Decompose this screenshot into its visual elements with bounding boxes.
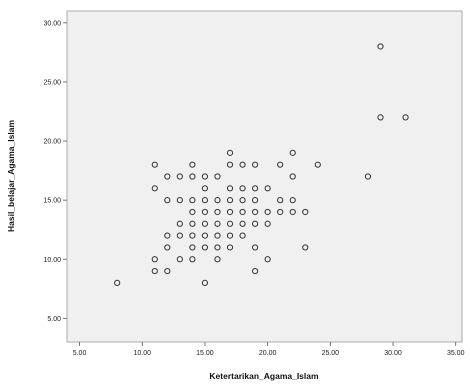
data-point bbox=[176, 173, 183, 180]
data-point bbox=[189, 208, 196, 216]
data-point bbox=[264, 185, 271, 192]
data-point bbox=[239, 161, 246, 168]
data-point bbox=[289, 208, 296, 216]
data-point bbox=[302, 208, 309, 216]
x-tick-label: 5.00 bbox=[73, 350, 87, 357]
data-point bbox=[176, 220, 183, 227]
x-tick-label: 10.00 bbox=[133, 350, 151, 357]
data-point bbox=[201, 208, 209, 216]
data-point bbox=[226, 220, 234, 227]
data-point bbox=[226, 161, 234, 168]
x-tick-label: 35.00 bbox=[447, 350, 465, 357]
data-point bbox=[164, 267, 171, 275]
data-point bbox=[164, 244, 171, 251]
data-point bbox=[277, 197, 284, 204]
data-point bbox=[251, 185, 259, 192]
data-point bbox=[377, 114, 384, 121]
data-point bbox=[201, 185, 209, 192]
data-point bbox=[251, 161, 259, 168]
y-tick-label: 20.00 bbox=[43, 139, 61, 146]
data-point bbox=[226, 244, 234, 251]
data-point bbox=[251, 244, 259, 251]
data-point bbox=[239, 208, 246, 216]
data-point bbox=[164, 197, 171, 204]
data-point bbox=[251, 220, 259, 227]
data-point bbox=[239, 232, 246, 239]
data-point bbox=[214, 208, 221, 216]
data-point bbox=[239, 185, 246, 192]
data-point bbox=[214, 173, 221, 180]
data-point bbox=[226, 185, 234, 192]
data-point bbox=[277, 161, 284, 168]
data-point bbox=[251, 197, 259, 204]
data-point bbox=[176, 232, 183, 239]
data-point bbox=[214, 244, 221, 251]
data-point bbox=[264, 208, 271, 216]
data-point bbox=[289, 173, 296, 180]
data-point bbox=[226, 208, 234, 216]
data-point bbox=[176, 197, 183, 204]
data-point bbox=[189, 173, 196, 180]
points-layer bbox=[114, 43, 409, 286]
data-point bbox=[189, 232, 196, 239]
data-point bbox=[151, 161, 158, 168]
data-point bbox=[189, 161, 196, 168]
data-point bbox=[164, 232, 171, 239]
data-point bbox=[114, 279, 121, 286]
data-point bbox=[214, 220, 221, 227]
plot-area bbox=[66, 10, 463, 343]
axes-layer: 5.00 10.00 15.00 20.00 25.00 30.00 35.00 5.00 10… bbox=[43, 20, 464, 357]
data-point bbox=[226, 197, 234, 204]
data-point bbox=[151, 256, 158, 263]
y-tick-label: 25.00 bbox=[43, 79, 61, 86]
data-point bbox=[251, 267, 259, 275]
data-point bbox=[164, 173, 171, 180]
data-point bbox=[214, 232, 221, 239]
data-point bbox=[151, 267, 158, 275]
data-point bbox=[189, 220, 196, 227]
data-point bbox=[201, 173, 209, 180]
data-point bbox=[226, 149, 234, 156]
data-point bbox=[277, 208, 284, 216]
data-point bbox=[201, 244, 209, 251]
data-point bbox=[289, 197, 296, 204]
data-point bbox=[189, 256, 196, 263]
y-axis-title: Hasil_belajar_Agama_Islam bbox=[6, 120, 16, 232]
data-point bbox=[214, 256, 221, 263]
data-point bbox=[302, 244, 309, 251]
data-point bbox=[377, 43, 384, 50]
x-axis-title: Ketertarikan_Agama_Islam bbox=[209, 371, 319, 381]
x-tick-label: 15.00 bbox=[196, 350, 214, 357]
y-tick-label: 30.00 bbox=[43, 20, 61, 27]
data-point bbox=[201, 232, 209, 239]
y-tick-label: 10.00 bbox=[43, 257, 61, 264]
data-point bbox=[189, 244, 196, 251]
data-point bbox=[239, 197, 246, 204]
data-point bbox=[201, 279, 209, 286]
data-point bbox=[201, 220, 209, 227]
data-point bbox=[226, 232, 234, 239]
data-point bbox=[264, 256, 271, 263]
data-point bbox=[289, 149, 296, 156]
y-tick-label: 15.00 bbox=[43, 198, 61, 205]
data-point bbox=[314, 161, 321, 168]
x-tick-label: 20.00 bbox=[259, 350, 277, 357]
data-point bbox=[201, 197, 209, 204]
data-point bbox=[176, 256, 183, 263]
x-tick-label: 30.00 bbox=[384, 350, 402, 357]
data-point bbox=[402, 114, 409, 121]
data-point bbox=[264, 220, 271, 227]
data-point bbox=[239, 220, 246, 227]
data-point bbox=[364, 173, 372, 180]
y-tick-label: 5.00 bbox=[47, 316, 61, 323]
data-point bbox=[189, 197, 196, 204]
x-tick-label: 25.00 bbox=[322, 350, 340, 357]
data-point bbox=[151, 185, 158, 192]
data-point bbox=[214, 197, 221, 204]
data-point bbox=[251, 208, 259, 216]
